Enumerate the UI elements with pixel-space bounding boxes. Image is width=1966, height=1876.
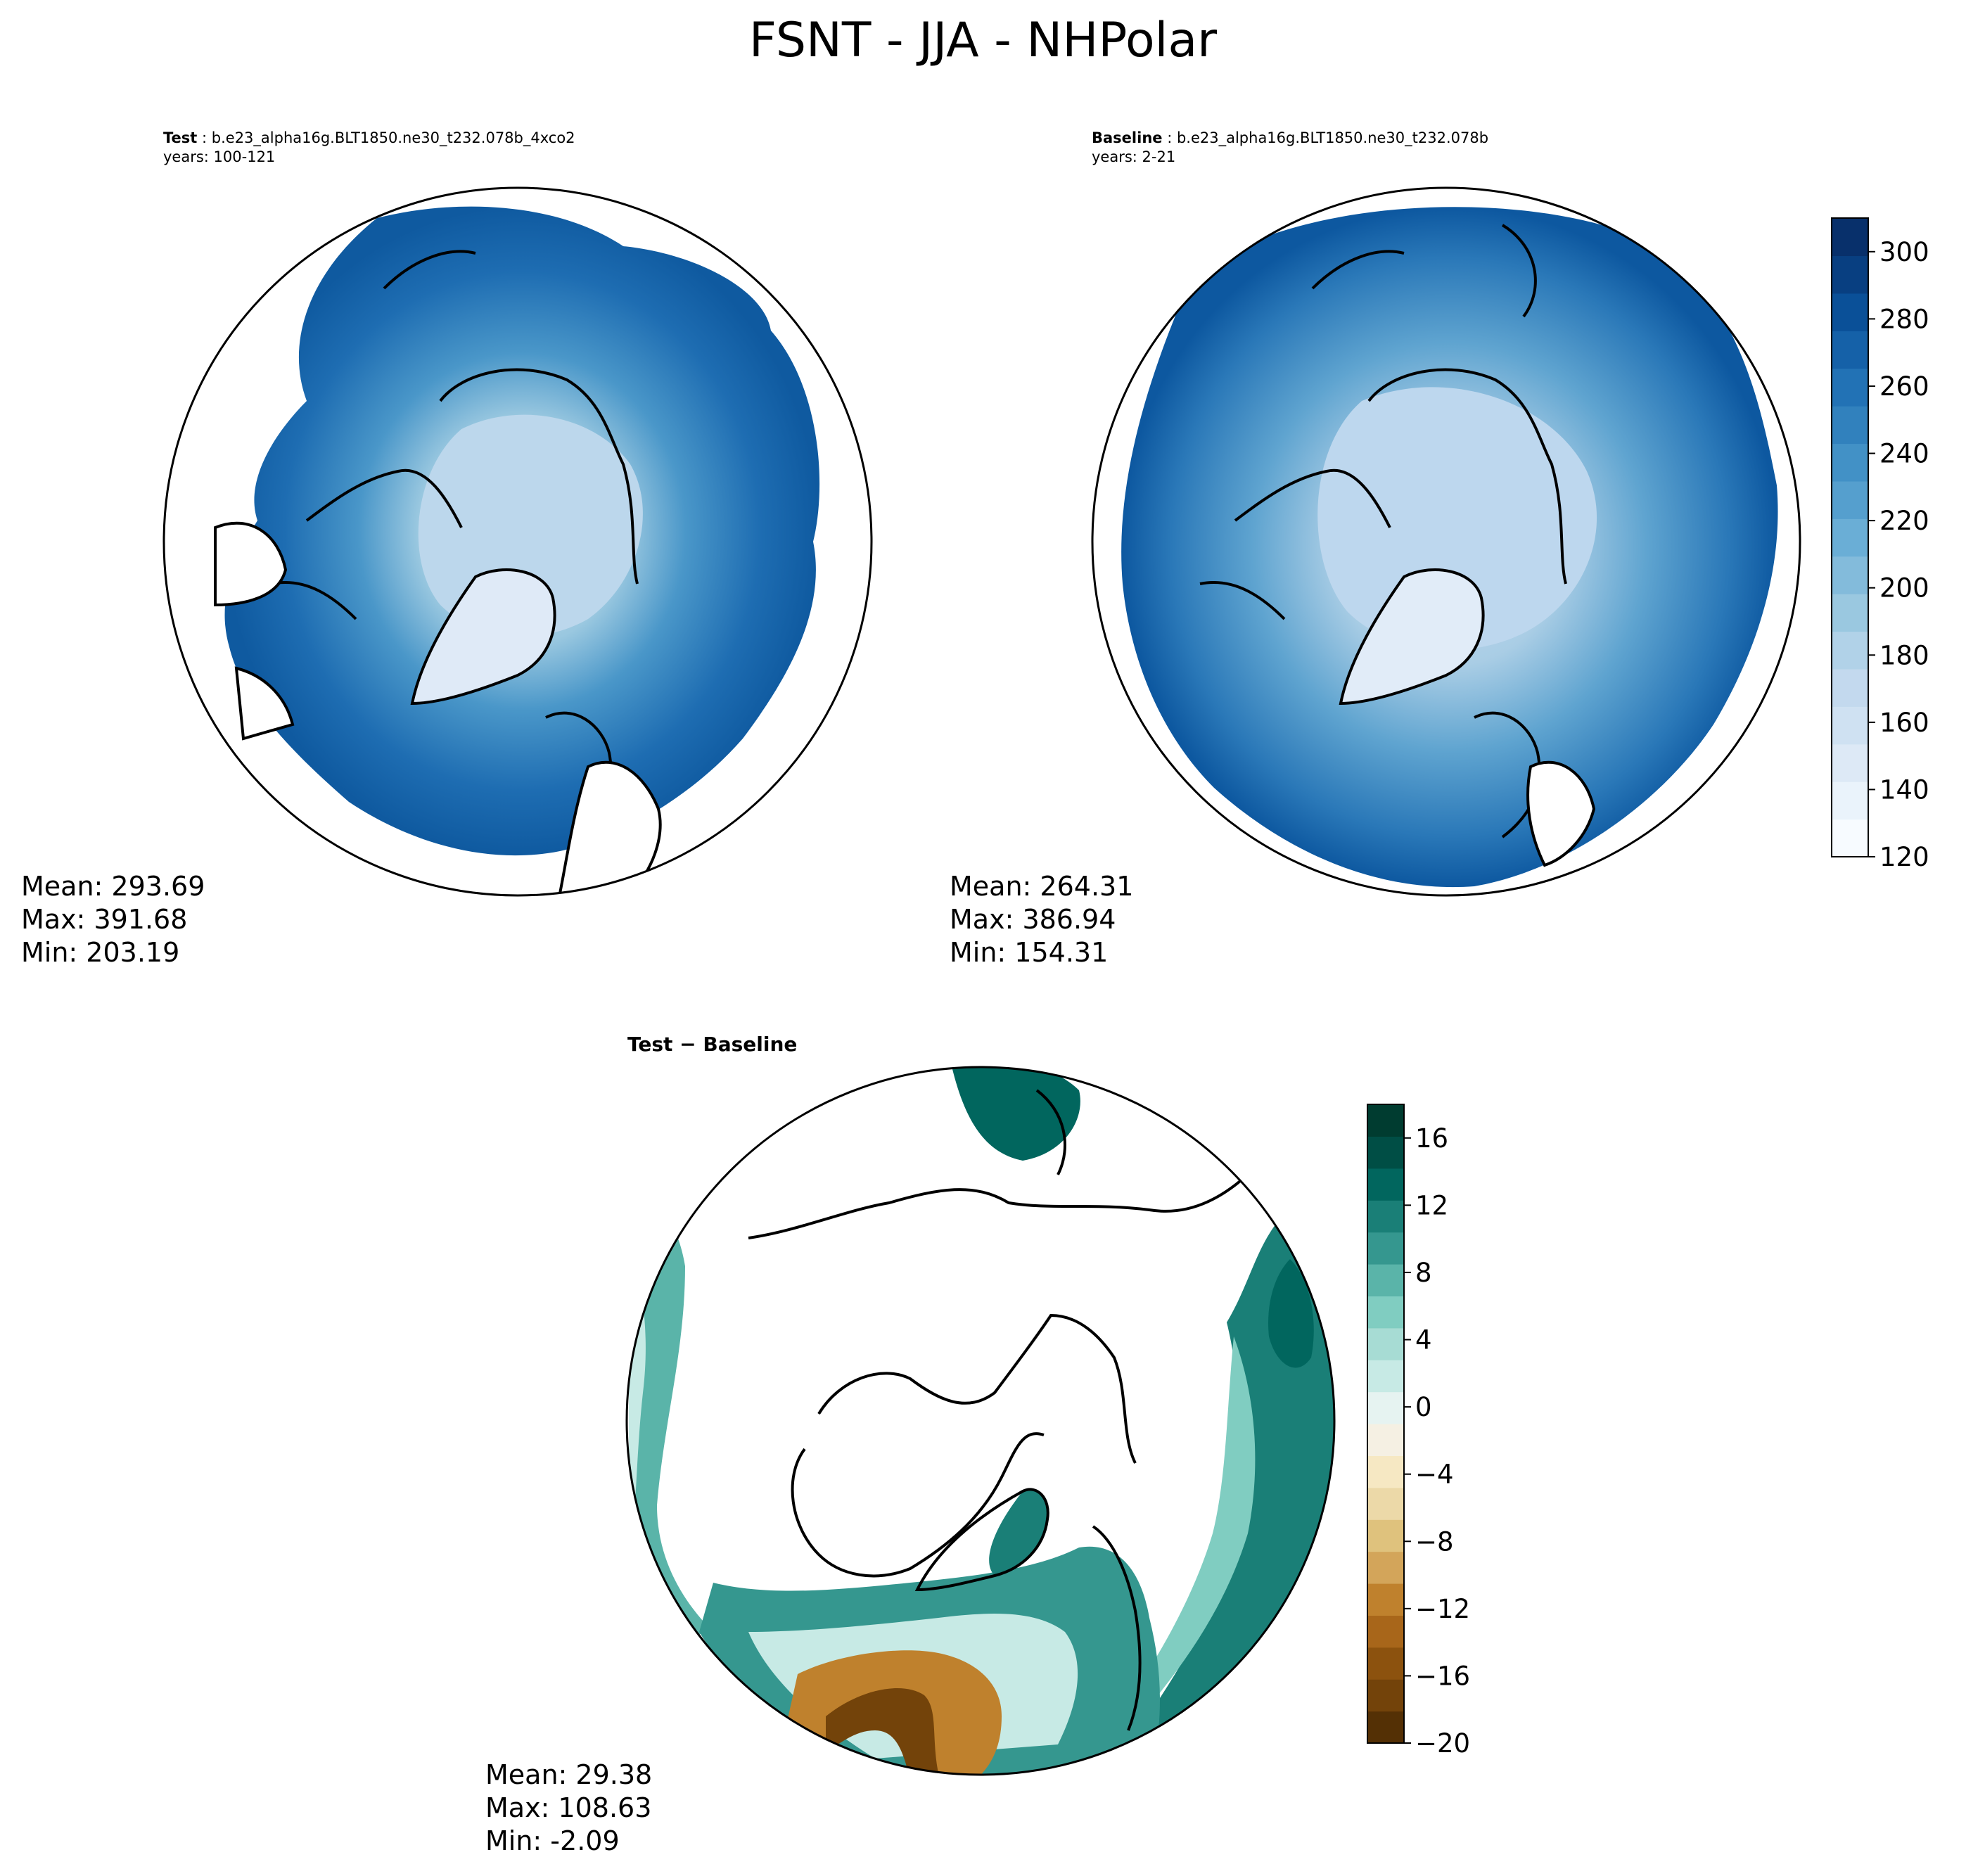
diff-colorbar-color-band (1367, 1391, 1404, 1424)
diff-colorbar-tick-label: −16 (1415, 1661, 1470, 1691)
diff-colorbar-color-band (1367, 1551, 1404, 1584)
diff-colorbar-color-band (1367, 1232, 1404, 1265)
test-map (162, 186, 873, 897)
diff-colorbar-color-band (1367, 1647, 1404, 1680)
diff-colorbar-color-band (1367, 1424, 1404, 1456)
main-colorbar-tick-label: 180 (1879, 640, 1929, 670)
main-colorbar-color-band (1832, 781, 1868, 820)
test-stats: Mean: 293.69 Max: 391.68 Min: 203.19 (21, 870, 205, 969)
main-colorbar-frame (1831, 217, 1869, 857)
diff-colorbar-color-band (1367, 1487, 1404, 1520)
main-colorbar-color-band (1832, 744, 1868, 782)
diff-colorbar-color-band (1367, 1136, 1404, 1169)
diff-colorbar-tick-label: 4 (1415, 1325, 1432, 1355)
baseline-map-boundary (1091, 186, 1801, 897)
diff-colorbar-tick-label: 16 (1415, 1123, 1448, 1154)
main-colorbar: 120 140 160 180 200 220 240 260 280 300 (1831, 217, 1929, 872)
main-colorbar-tick-label: 200 (1879, 573, 1929, 604)
main-colorbar-tick-label: 240 (1879, 439, 1929, 469)
baseline-greenland (1339, 568, 1485, 706)
main-colorbar-color-band (1832, 293, 1868, 331)
diff-colorbar-tick-label: −12 (1415, 1594, 1470, 1624)
main-colorbar-tick-label: 120 (1879, 842, 1929, 872)
diff-colorbar-color-band (1367, 1679, 1404, 1712)
main-colorbar-tick-label: 160 (1879, 708, 1929, 738)
main-colorbar-tick-label: 140 (1879, 774, 1929, 805)
diff-colorbar-tick-label: −20 (1415, 1728, 1470, 1759)
diff-colorbar: −20 −16 −12 −8 −4 0 4 8 12 16 (1367, 1104, 1470, 1759)
diff-colorbar-color-band (1367, 1327, 1404, 1360)
diff-title: Test − Baseline (627, 1033, 798, 1056)
main-colorbar-color-band (1832, 255, 1868, 294)
test-mean: Mean: 293.69 (21, 871, 205, 902)
test-case: b.e23_alpha16g.BLT1850.ne30_t232.078b_4x… (211, 129, 575, 146)
test-max: Max: 391.68 (21, 904, 188, 935)
main-colorbar-color-band (1832, 331, 1868, 369)
main-colorbar-color-band (1832, 443, 1868, 482)
diff-colorbar-color-band (1367, 1519, 1404, 1552)
diff-mean: Mean: 29.38 (485, 1759, 653, 1790)
diff-colorbar-color-band (1367, 1455, 1404, 1488)
diff-negative-area (784, 1650, 1002, 1775)
test-years: years: 100-121 (163, 148, 276, 165)
baseline-label: Baseline (1092, 129, 1163, 146)
baseline-panel-header: Baseline : b.e23_alpha16g.BLT1850.ne30_t… (1092, 129, 1489, 165)
diff-colorbar-frame (1367, 1104, 1405, 1744)
baseline-min: Min: 154.31 (950, 937, 1109, 968)
diff-colorbar-color-band (1367, 1200, 1404, 1233)
diff-colorbar-color-band (1367, 1296, 1404, 1329)
main-colorbar-color-band (1832, 368, 1868, 407)
diff-max: Max: 108.63 (485, 1792, 652, 1823)
diff-stats: Mean: 29.38 Max: 108.63 Min: -2.09 (485, 1759, 652, 1858)
diff-colorbar-tick-label: 0 (1415, 1392, 1432, 1422)
baseline-mean: Mean: 264.31 (950, 871, 1134, 902)
main-colorbar-tick-label: 280 (1879, 304, 1929, 334)
test-label: Test (163, 129, 198, 146)
diff-colorbar-tick-label: 8 (1415, 1258, 1432, 1288)
diff-colorbar-color-band (1367, 1168, 1404, 1201)
test-map-boundary (162, 186, 873, 897)
baseline-years: years: 2-21 (1092, 148, 1176, 165)
main-colorbar-color-band (1832, 556, 1868, 594)
main-colorbar-tick-label: 220 (1879, 506, 1929, 536)
diff-north-patch (952, 1067, 1080, 1161)
main-colorbar-color-band (1832, 631, 1868, 670)
baseline-map (1091, 186, 1801, 897)
diff-colorbar-color-band (1367, 1360, 1404, 1393)
figure-title: FSNT - JJA - NHPolar (748, 13, 1218, 68)
baseline-stats: Mean: 264.31 Max: 386.94 Min: 154.31 (950, 870, 1133, 969)
diff-colorbar-color-band (1367, 1711, 1404, 1744)
main-colorbar-tick-label: 260 (1879, 371, 1929, 402)
diff-colorbar-color-band (1367, 1104, 1404, 1137)
main-colorbar-color-band (1832, 819, 1868, 857)
diff-colorbar-tick-label: −8 (1415, 1526, 1454, 1557)
baseline-max: Max: 386.94 (950, 904, 1116, 935)
diff-min: Min: -2.09 (485, 1825, 620, 1856)
test-panel-header: Test : b.e23_alpha16g.BLT1850.ne30_t232.… (163, 129, 575, 165)
diff-west-band (629, 1189, 713, 1646)
diff-colorbar-tick-label: 12 (1415, 1190, 1448, 1220)
diff-map (625, 1066, 1336, 1776)
diff-colorbar-color-band (1367, 1264, 1404, 1296)
main-colorbar-color-band (1832, 218, 1868, 257)
diff-colorbar-tick-label: −4 (1415, 1460, 1454, 1490)
test-greenland (410, 568, 556, 706)
test-min: Min: 203.19 (21, 937, 180, 968)
main-colorbar-color-band (1832, 406, 1868, 445)
main-colorbar-color-band (1832, 668, 1868, 707)
main-colorbar-color-band (1832, 518, 1868, 557)
diff-colorbar-color-band (1367, 1615, 1404, 1648)
main-colorbar-color-band (1832, 594, 1868, 632)
main-colorbar-color-band (1832, 706, 1868, 745)
main-colorbar-color-band (1832, 480, 1868, 519)
baseline-case: b.e23_alpha16g.BLT1850.ne30_t232.078b (1176, 129, 1489, 146)
main-colorbar-tick-label: 300 (1879, 237, 1929, 267)
diff-map-boundary (625, 1066, 1336, 1776)
diff-colorbar-color-band (1367, 1583, 1404, 1616)
